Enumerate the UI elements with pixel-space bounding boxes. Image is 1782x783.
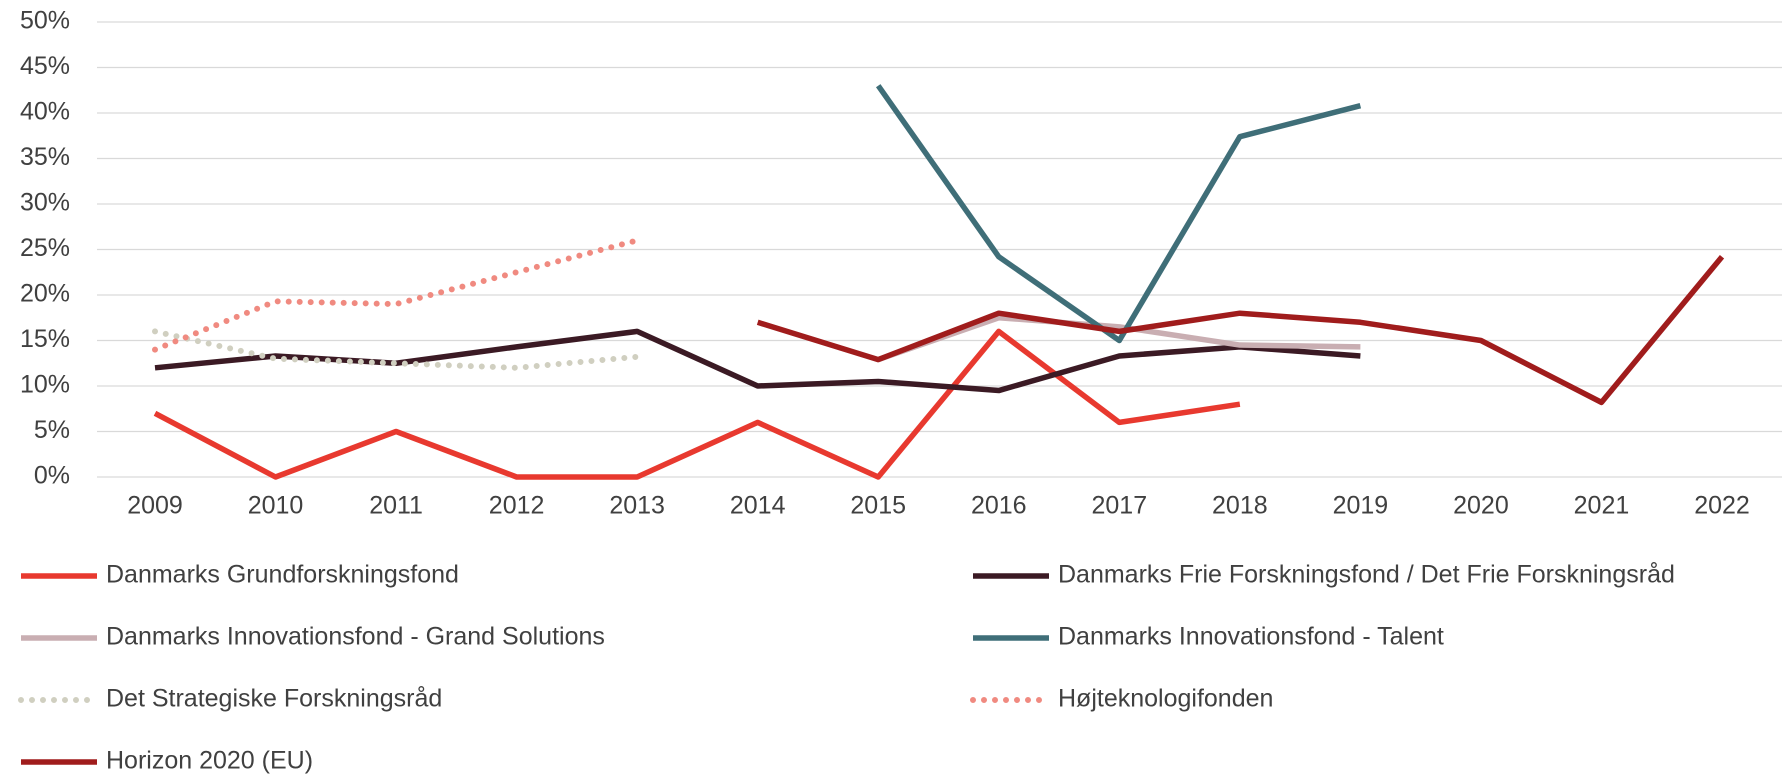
x-tick-label: 2009 [127, 492, 183, 520]
series-line [756, 255, 1725, 406]
legend-label: Danmarks Grundforskningsfond [106, 561, 459, 589]
legend-label: Danmarks Frie Forskningsfond / Det Frie … [1058, 561, 1675, 589]
y-tick-label: 20% [20, 280, 70, 308]
x-tick-label: 2015 [850, 492, 906, 520]
y-tick-label: 25% [20, 234, 70, 262]
x-tick-label: 2020 [1453, 492, 1509, 520]
legend-label: Danmarks Innovationsfond - Grand Solutio… [106, 623, 605, 651]
x-tick-label: 2013 [609, 492, 665, 520]
series-line [875, 84, 1362, 344]
legend-label: Horizon 2020 (EU) [106, 747, 313, 775]
y-tick-label: 45% [20, 52, 70, 80]
x-tick-label: 2016 [971, 492, 1027, 520]
y-tick-label: 5% [34, 416, 70, 444]
series-line [154, 328, 1361, 394]
x-tick-label: 2014 [730, 492, 786, 520]
y-tick-label: 15% [20, 325, 70, 353]
series-line [153, 328, 1241, 480]
x-tick-label: 2019 [1333, 492, 1389, 520]
y-tick-label: 30% [20, 189, 70, 217]
y-tick-label: 10% [20, 371, 70, 399]
x-tick-label: 2017 [1091, 492, 1147, 520]
series-line [152, 237, 641, 353]
series-line [152, 328, 641, 371]
x-tick-label: 2011 [369, 492, 423, 520]
y-tick-label: 40% [20, 98, 70, 126]
y-tick-label: 0% [34, 462, 70, 490]
y-tick-label: 50% [20, 7, 70, 35]
legend-label: Højteknologifonden [1058, 685, 1273, 713]
y-tick-label: 35% [20, 143, 70, 171]
x-tick-label: 2022 [1694, 492, 1750, 520]
x-tick-label: 2012 [489, 492, 545, 520]
x-tick-label: 2018 [1212, 492, 1268, 520]
x-tick-label: 2010 [248, 492, 304, 520]
x-tick-label: 2021 [1574, 492, 1630, 520]
legend-label: Det Strategiske Forskningsråd [106, 685, 442, 713]
legend-label: Danmarks Innovationsfond - Talent [1058, 623, 1444, 651]
series-line [877, 315, 1361, 363]
